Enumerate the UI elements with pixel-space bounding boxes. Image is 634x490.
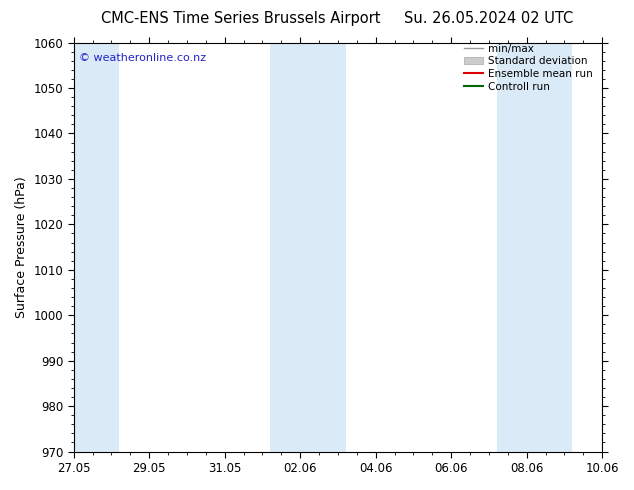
Text: Su. 26.05.2024 02 UTC: Su. 26.05.2024 02 UTC (404, 11, 573, 26)
Bar (496, 43, 572, 452)
Text: CMC-ENS Time Series Brussels Airport: CMC-ENS Time Series Brussels Airport (101, 11, 380, 26)
Y-axis label: Surface Pressure (hPa): Surface Pressure (hPa) (15, 176, 28, 318)
Text: © weatheronline.co.nz: © weatheronline.co.nz (79, 53, 206, 63)
Bar (270, 43, 346, 452)
Legend: min/max, Standard deviation, Ensemble mean run, Controll run: min/max, Standard deviation, Ensemble me… (460, 40, 597, 96)
Bar (55, 43, 119, 452)
